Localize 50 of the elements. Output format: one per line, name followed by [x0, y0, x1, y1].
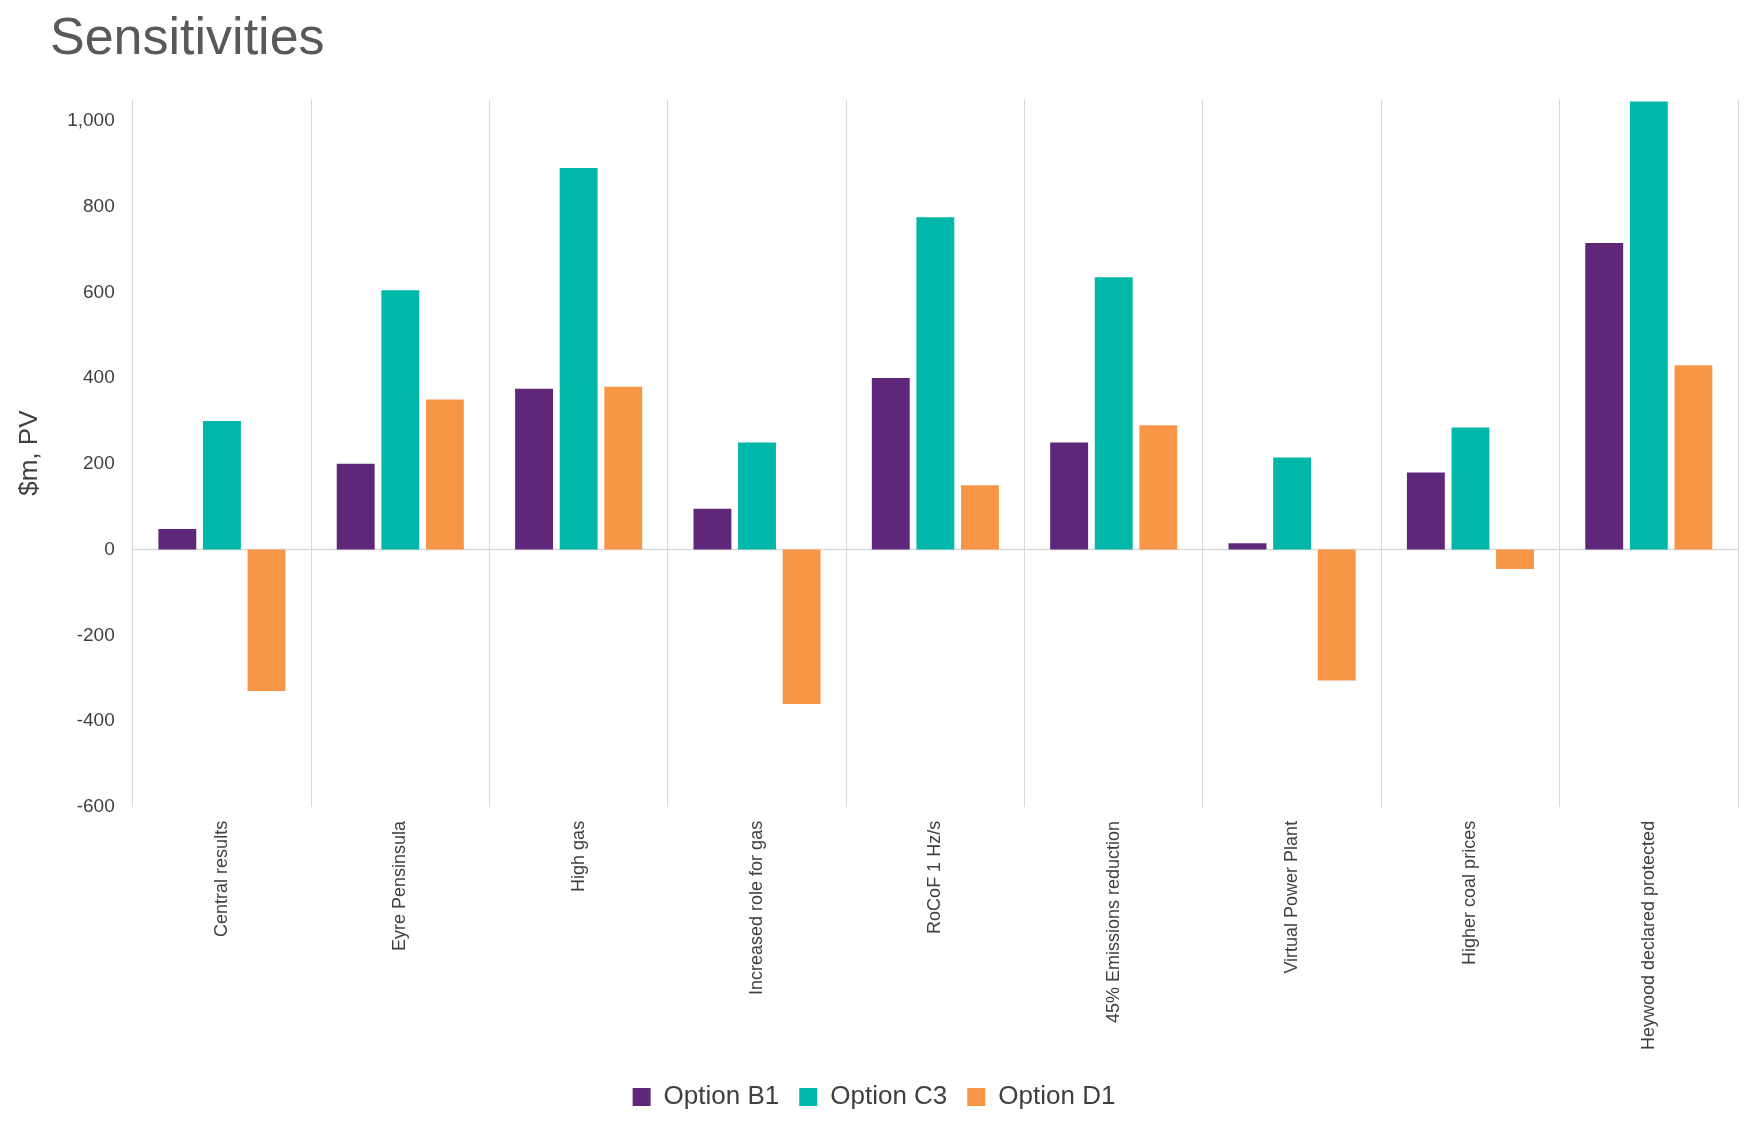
chart-title: Sensitivities — [49, 6, 326, 67]
y-tick-label: 200 — [83, 452, 115, 474]
x-tick-label: Increased role for gas — [745, 820, 766, 995]
bar — [782, 549, 821, 704]
bar — [1451, 427, 1490, 550]
y-tick-label: 400 — [83, 366, 115, 388]
bar — [202, 420, 241, 550]
y-axis-title: $m, PV — [12, 409, 43, 496]
bar — [1629, 101, 1668, 550]
bar — [1228, 543, 1267, 550]
x-tick-label: High gas — [567, 820, 588, 892]
bar — [693, 508, 732, 550]
legend-label: Option D1 — [998, 1080, 1116, 1111]
bar — [1406, 472, 1445, 550]
bar — [1094, 277, 1133, 550]
legend-label: Option C3 — [830, 1080, 948, 1111]
bar — [871, 378, 910, 550]
x-tick-label: 45% Emissions reduction — [1102, 820, 1123, 1023]
bar — [247, 549, 286, 692]
y-tick-label: -200 — [76, 623, 115, 645]
bar — [1674, 365, 1713, 550]
bar — [559, 168, 598, 550]
x-tick-label: Eyre Pensinsula — [389, 819, 410, 951]
y-tick-label: 0 — [104, 537, 115, 559]
y-tick-label: -400 — [76, 709, 115, 731]
bar — [381, 290, 420, 550]
bar — [1496, 549, 1534, 569]
x-tick-label: Virtual Power Plant — [1281, 820, 1302, 974]
bar — [336, 463, 375, 550]
y-tick-label: 1,000 — [67, 109, 115, 131]
bar — [158, 529, 197, 550]
legend-label: Option B1 — [663, 1080, 780, 1111]
bar — [515, 388, 554, 550]
bar — [1273, 457, 1312, 550]
bar — [738, 442, 776, 550]
bar — [425, 399, 464, 550]
bar — [604, 386, 643, 550]
bar — [961, 485, 999, 550]
bar — [1317, 549, 1356, 681]
bar — [916, 217, 955, 550]
x-tick-label: Central results — [210, 820, 231, 937]
bar — [1139, 425, 1178, 550]
x-tick-label: Heywood declared protected — [1637, 820, 1658, 1050]
y-tick-label: -600 — [76, 795, 115, 817]
x-tick-label: Higher coal prices — [1459, 820, 1480, 965]
bar — [1585, 243, 1624, 550]
y-tick-label: 800 — [83, 194, 115, 216]
x-tick-label: RoCoF 1 Hz/s — [924, 820, 945, 934]
bar — [1050, 442, 1089, 550]
y-tick-label: 600 — [83, 280, 115, 302]
